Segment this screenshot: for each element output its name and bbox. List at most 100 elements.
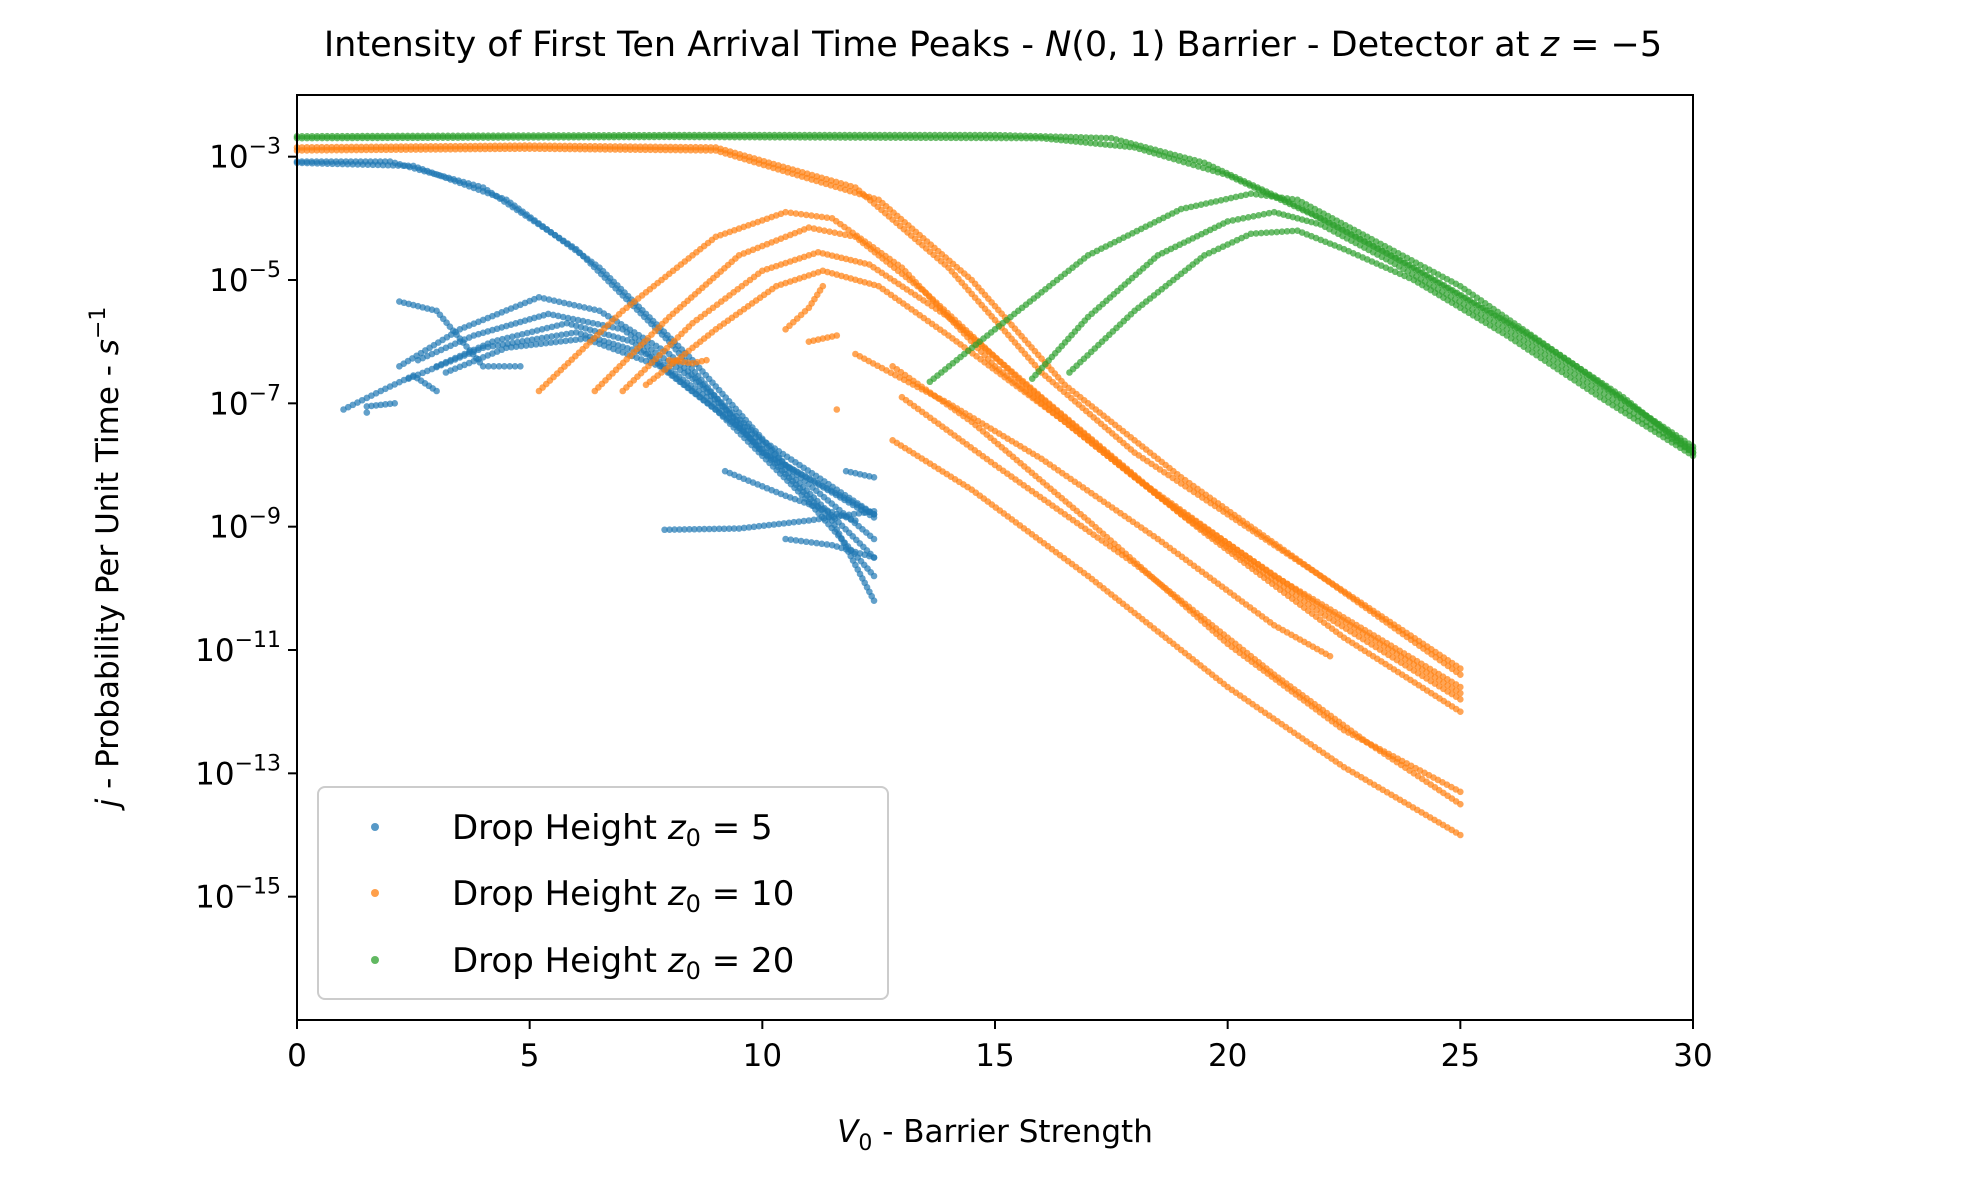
data-point-series-1 — [531, 145, 538, 152]
data-point-series-1 — [382, 146, 390, 154]
data-point-series-0 — [503, 344, 510, 352]
data-point-series-0 — [730, 525, 738, 532]
data-point-series-1 — [808, 212, 815, 219]
data-point-series-0 — [820, 515, 828, 522]
chart-title: Intensity of First Ten Arrival Time Peak… — [324, 25, 1662, 65]
data-point-series-0 — [554, 312, 562, 320]
data-point-series-0 — [359, 161, 367, 168]
data-point-series-0 — [349, 161, 356, 168]
data-point-series-1 — [323, 146, 331, 154]
data-point-series-1 — [571, 145, 579, 153]
data-point-series-0 — [696, 525, 703, 533]
data-point-series-1 — [611, 146, 619, 153]
data-point-series-1 — [1457, 696, 1464, 703]
data-point-series-0 — [523, 329, 531, 337]
data-point-series-1 — [1457, 671, 1464, 678]
data-point-series-0 — [805, 517, 813, 524]
data-point-series-0 — [543, 324, 551, 332]
data-point-series-1 — [338, 146, 345, 154]
data-point-series-0 — [765, 521, 773, 529]
data-point-series-1 — [417, 146, 425, 153]
data-point-series-0 — [775, 520, 783, 528]
data-point-series-1 — [303, 147, 311, 154]
data-point-series-1 — [692, 147, 699, 154]
data-point-series-0 — [815, 515, 823, 523]
data-point-series-0 — [512, 343, 520, 350]
data-point-series-1 — [841, 231, 849, 239]
data-point-series-0 — [298, 159, 306, 167]
data-point-series-0 — [565, 300, 573, 308]
data-point-series-1 — [392, 146, 400, 154]
data-point-series-1 — [802, 211, 810, 219]
data-point-series-1 — [466, 145, 474, 153]
data-point-series-0 — [547, 339, 555, 346]
data-point-series-0 — [808, 539, 815, 546]
data-point-series-1 — [412, 146, 420, 153]
x-tick-label: 0 — [287, 1038, 307, 1074]
data-point-series-0 — [860, 509, 868, 516]
data-point-series-0 — [527, 341, 535, 349]
data-point-series-0 — [850, 510, 858, 518]
data-point-series-1 — [442, 146, 449, 153]
data-point-series-0 — [780, 520, 788, 527]
data-point-series-1 — [787, 209, 795, 217]
data-point-series-0 — [545, 296, 553, 303]
legend-marker-z0-20 — [371, 956, 379, 964]
data-point-series-1 — [833, 332, 841, 339]
data-point-series-0 — [479, 363, 487, 370]
data-point-series-0 — [533, 335, 541, 343]
data-point-series-1 — [846, 232, 854, 240]
data-point-series-0 — [532, 341, 540, 348]
data-point-series-0 — [508, 343, 515, 351]
data-point-series-0 — [552, 338, 560, 346]
data-point-series-1 — [541, 145, 549, 153]
data-point-series-1 — [637, 146, 644, 154]
data-point-series-0 — [755, 522, 763, 530]
data-point-series-0 — [574, 316, 582, 324]
data-point-series-0 — [782, 535, 789, 543]
data-point-series-0 — [354, 161, 361, 168]
data-point-series-0 — [750, 523, 758, 531]
data-point-series-1 — [707, 147, 715, 154]
data-point-series-1 — [457, 145, 464, 153]
data-point-series-1 — [632, 146, 639, 153]
data-point-series-1 — [491, 145, 499, 153]
data-point-series-1 — [397, 146, 405, 153]
data-point-series-1 — [657, 146, 664, 154]
data-point-series-0 — [666, 526, 673, 533]
data-point-series-0 — [389, 162, 397, 169]
data-point-series-0 — [800, 517, 808, 525]
data-point-series-0 — [576, 303, 583, 310]
data-point-series-1 — [387, 146, 395, 154]
data-point-series-1 — [782, 208, 789, 216]
data-point-series-0 — [558, 331, 565, 339]
data-point-series-1 — [621, 146, 629, 153]
data-point-series-1 — [647, 146, 654, 154]
data-point-series-0 — [313, 160, 321, 167]
data-point-series-1 — [810, 225, 818, 232]
data-point-series-0 — [715, 525, 723, 533]
data-point-series-1 — [372, 146, 380, 154]
data-point-series-0 — [562, 337, 570, 345]
data-point-series-0 — [433, 387, 440, 395]
data-point-series-1 — [1457, 708, 1464, 715]
data-point-series-0 — [494, 337, 501, 344]
data-point-series-0 — [329, 160, 336, 168]
data-point-series-1 — [616, 146, 624, 153]
legend-marker-z0-5 — [371, 823, 379, 831]
data-point-series-0 — [802, 538, 810, 546]
data-point-series-0 — [701, 525, 708, 533]
data-point-series-1 — [402, 146, 410, 153]
data-point-series-1 — [687, 146, 694, 154]
data-point-series-1 — [521, 145, 529, 152]
data-point-series-0 — [745, 524, 753, 531]
data-point-series-1 — [818, 213, 826, 221]
data-point-series-0 — [538, 334, 546, 342]
data-point-series-1 — [358, 146, 365, 154]
data-point-series-1 — [353, 146, 360, 154]
data-point-series-1 — [677, 146, 684, 154]
data-point-series-0 — [795, 518, 803, 525]
data-point-series-0 — [792, 537, 800, 544]
